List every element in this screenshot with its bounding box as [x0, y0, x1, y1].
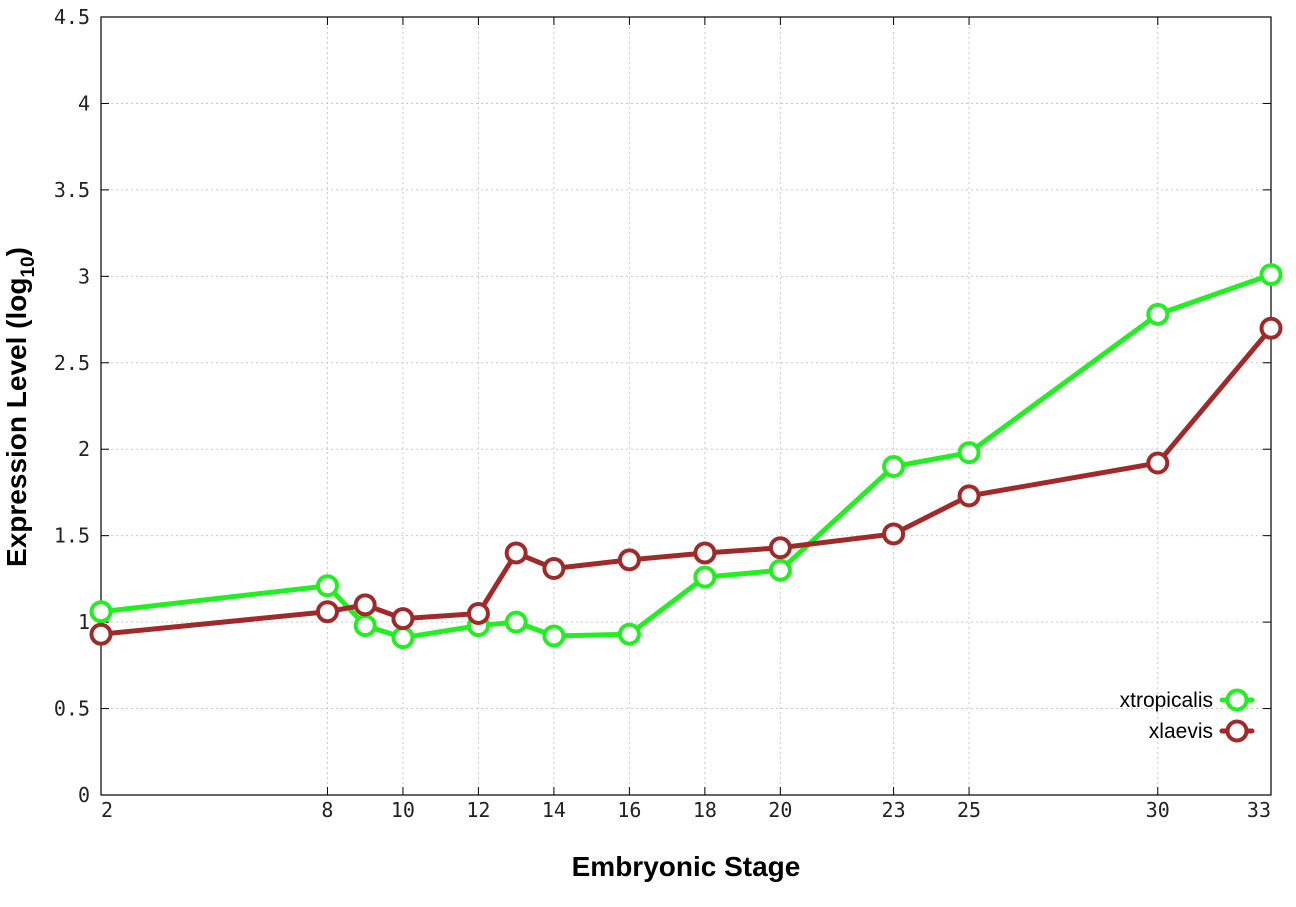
data-point-xtropicalis: [353, 614, 377, 638]
y-tick-label: 0.5: [54, 697, 90, 721]
legend: xtropicalis xlaevis: [1120, 688, 1255, 743]
legend-marker-xtropicalis: [1225, 688, 1249, 712]
series-layer: [89, 263, 1283, 650]
legend-label-xtropicalis: xtropicalis: [1120, 689, 1213, 712]
data-point-xtropicalis: [1146, 302, 1170, 326]
y-tick-label: 3.5: [54, 178, 90, 202]
plot-frame: [100, 16, 1272, 796]
y-tick-label: 2: [78, 437, 90, 461]
y-axis-title-suffix: ): [1, 247, 32, 256]
series-xlaevis: [89, 316, 1283, 646]
x-tick-label: 14: [542, 798, 566, 822]
legend-marker-xlaevis: [1225, 719, 1249, 743]
data-point-xlaevis: [353, 593, 377, 617]
data-point-xtropicalis: [315, 574, 339, 598]
data-point-xtropicalis: [693, 565, 717, 589]
data-point-xtropicalis: [542, 624, 566, 648]
data-point-xtropicalis: [1259, 263, 1283, 287]
x-tick-label: 25: [957, 798, 981, 822]
y-axis-title-subscript: 10: [18, 256, 39, 277]
data-point-xlaevis: [768, 536, 792, 560]
x-tick-label: 16: [617, 798, 641, 822]
data-point-xtropicalis: [89, 600, 113, 624]
data-point-xlaevis: [617, 548, 641, 572]
x-tick-label: 20: [768, 798, 792, 822]
data-point-xlaevis: [504, 541, 528, 565]
x-axis-title: Embryonic Stage: [572, 851, 801, 882]
y-axis-title: Expression Level (log10): [1, 247, 39, 567]
y-tick-labels: 0 0.5 1 1.5 2 2.5 3 3.5 4 4.5: [54, 5, 90, 807]
data-point-xlaevis: [882, 522, 906, 546]
y-tick-label: 1.5: [54, 524, 90, 548]
y-tick-label: 4.5: [54, 5, 90, 29]
axis-ticks: [100, 16, 1272, 796]
series-xtropicalis: [89, 263, 1283, 650]
x-tick-label: 33: [1247, 798, 1271, 822]
y-axis-title-main: Expression Level (log: [1, 278, 32, 567]
legend-label-xlaevis: xlaevis: [1149, 720, 1213, 743]
data-point-xlaevis: [466, 601, 490, 625]
data-point-xlaevis: [1259, 316, 1283, 340]
data-point-xlaevis: [542, 557, 566, 581]
x-tick-label: 23: [882, 798, 906, 822]
data-point-xlaevis: [89, 622, 113, 646]
y-tick-label: 2.5: [54, 351, 90, 375]
x-tick-label: 8: [321, 798, 333, 822]
data-point-xlaevis: [957, 484, 981, 508]
data-point-xlaevis: [315, 600, 339, 624]
data-point-xlaevis: [1146, 451, 1170, 475]
data-point-xtropicalis: [617, 622, 641, 646]
data-point-xtropicalis: [882, 455, 906, 479]
x-tick-label: 10: [391, 798, 415, 822]
x-tick-label: 30: [1146, 798, 1170, 822]
x-tick-labels: 2 8 10 12 14 16 18 20 23 25 30 33: [101, 798, 1271, 822]
data-point-xtropicalis: [957, 441, 981, 465]
series-line-xtropicalis: [98, 272, 1274, 641]
y-tick-label: 1: [78, 610, 90, 634]
data-point-xtropicalis: [391, 626, 415, 650]
y-tick-label: 4: [78, 91, 90, 115]
data-point-xtropicalis: [504, 610, 528, 634]
y-tick-label: 0: [78, 783, 90, 807]
data-point-xtropicalis: [768, 558, 792, 582]
x-tick-label: 12: [466, 798, 490, 822]
data-point-xlaevis: [391, 607, 415, 631]
y-tick-label: 3: [78, 264, 90, 288]
data-point-xlaevis: [693, 541, 717, 565]
x-tick-label: 18: [693, 798, 717, 822]
x-tick-label: 2: [101, 798, 113, 822]
grid-lines: [100, 16, 1272, 796]
